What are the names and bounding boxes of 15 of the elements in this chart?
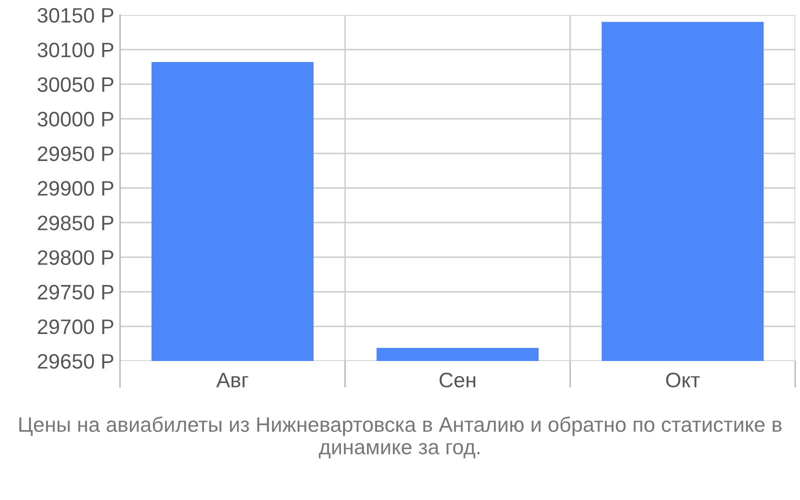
y-tick-label: 29700 Р: [38, 319, 114, 334]
x-tick-label: Окт: [666, 372, 700, 388]
y-tick-label: 30100 Р: [38, 42, 114, 58]
y-tick-label: 30150 Р: [38, 8, 114, 23]
y-tick-label: 30000 Р: [38, 112, 114, 127]
y-tick-label: 29800 Р: [38, 250, 114, 265]
x-tick-label: Авг: [216, 372, 248, 388]
y-tick-label: 30050 Р: [38, 77, 114, 92]
y-tick-label: 29850 Р: [38, 216, 114, 230]
text: Цены на авиабилеты из Нижневартовска в Анталию и обратно по статистике в динамике за год.: [19, 416, 782, 458]
y-tick-label: 29950 Р: [38, 146, 114, 162]
y-tick-label: 29900 Р: [38, 181, 114, 196]
y-tick-label: 29650 Р: [38, 354, 114, 369]
y-tick-label: 29750 Р: [38, 284, 114, 300]
x-tick-label: Сен: [440, 372, 476, 388]
